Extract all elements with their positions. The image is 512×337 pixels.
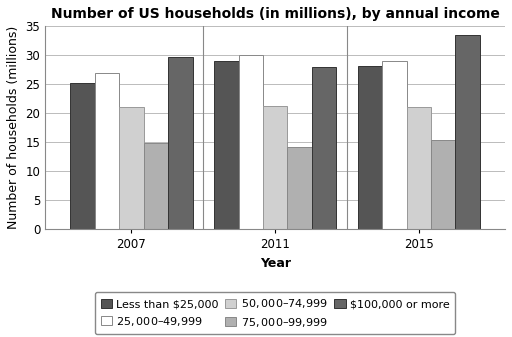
Bar [214, 61, 239, 229]
Bar [119, 108, 144, 229]
Bar [382, 61, 407, 229]
Bar [239, 55, 263, 229]
Bar [70, 83, 95, 229]
Bar [287, 147, 312, 229]
Legend: Less than $25,000, $25,000–$49,999, $50,000–$74,999, $75,000–$99,999, $100,000 o: Less than $25,000, $25,000–$49,999, $50,… [95, 292, 455, 334]
X-axis label: Year: Year [260, 257, 291, 270]
Bar [456, 35, 480, 229]
Bar [431, 141, 456, 229]
Bar [263, 106, 287, 229]
Bar [407, 108, 431, 229]
Y-axis label: Number of households (millions): Number of households (millions) [7, 26, 20, 229]
Title: Number of US households (in millions), by annual income: Number of US households (in millions), b… [51, 7, 500, 21]
Bar [95, 73, 119, 229]
Bar [358, 66, 382, 229]
Bar [144, 143, 168, 229]
Bar [312, 67, 336, 229]
Bar [168, 57, 193, 229]
